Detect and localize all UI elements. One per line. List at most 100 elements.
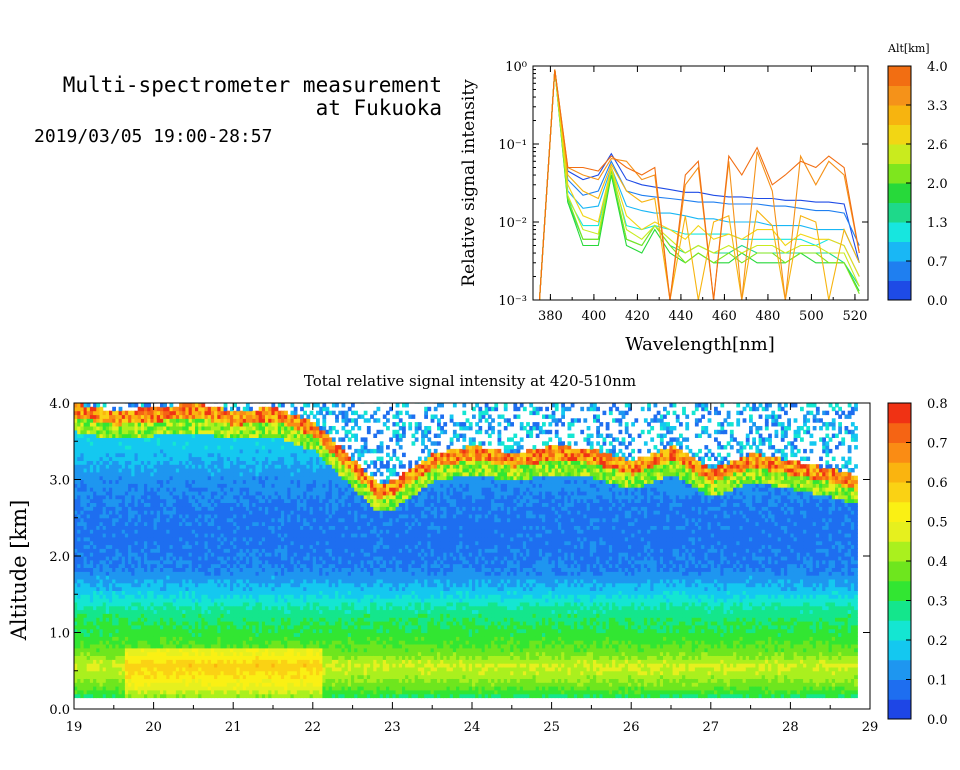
heatmap-cell — [140, 617, 145, 622]
altitude-colorbar-segment-11 — [888, 66, 911, 86]
heatmap-cell — [80, 406, 85, 412]
heatmap-cell — [134, 594, 139, 599]
heatmap-cell — [137, 456, 142, 461]
heatmap-cell — [131, 540, 136, 546]
heatmap-cell — [271, 403, 276, 408]
heatmap-cell — [109, 418, 113, 423]
heatmap-cell — [77, 655, 81, 660]
heatmap-cell — [137, 624, 142, 630]
heatmap-cell — [118, 670, 123, 676]
heatmap-cell — [134, 644, 139, 649]
heatmap-cell — [80, 636, 85, 641]
heatmap-cell — [128, 483, 132, 488]
heatmap-cell — [77, 598, 81, 603]
heatmap-cell — [96, 429, 101, 435]
heatmap-cell — [83, 605, 88, 611]
heatmap-cell — [144, 678, 148, 683]
heatmap-cell — [115, 567, 120, 572]
heatmap-cell — [128, 563, 132, 568]
heatmap-cell — [99, 575, 104, 580]
heatmap-cell — [89, 448, 94, 454]
heatmap-cell — [128, 678, 132, 683]
heatmap-cell — [93, 441, 97, 446]
heatmap-cell — [137, 491, 142, 496]
heatmap-cell — [89, 693, 94, 699]
heatmap-cell — [131, 506, 136, 511]
heatmap-cell — [118, 433, 123, 438]
heatmap-cell — [115, 586, 120, 591]
heatmap-cell — [124, 533, 129, 538]
heatmap-cell — [80, 686, 85, 691]
heatmap-cell — [115, 452, 120, 458]
heatmap-cell — [96, 644, 101, 649]
heatmap-cell — [118, 517, 123, 523]
heatmap-cell — [131, 494, 136, 500]
heatmap-cell — [124, 586, 129, 591]
heatmap-cell — [118, 494, 123, 500]
heatmap-cell — [134, 601, 139, 607]
heatmap-cell — [112, 556, 116, 561]
heatmap-cell — [131, 640, 136, 645]
heatmap-cell — [118, 468, 123, 473]
heatmap-cell — [245, 403, 250, 408]
heatmap-cell — [147, 594, 151, 599]
heatmap-cell — [112, 414, 116, 419]
heatmap-cell — [112, 693, 116, 699]
heatmap-cell — [140, 414, 145, 419]
heatmap-cell — [86, 670, 91, 676]
heatmap-cell — [86, 647, 91, 653]
heatmap-cell — [112, 663, 116, 668]
heatmap-cell — [144, 636, 148, 641]
heatmap-cell — [105, 624, 110, 630]
heatmap-cell — [134, 575, 139, 580]
heatmap-cell — [140, 460, 145, 465]
heatmap-cell — [102, 651, 107, 656]
heatmap-cell — [249, 406, 253, 412]
heatmap-cell — [109, 429, 113, 435]
heatmap-cell — [118, 533, 123, 538]
heatmap-cell — [118, 563, 123, 568]
heatmap-cell — [99, 666, 104, 672]
heatmap-cell — [105, 471, 110, 477]
heatmap-cell — [124, 563, 129, 568]
heatmap-cell — [131, 563, 136, 568]
spectrum-x-tick-label-4: 460 — [712, 309, 737, 324]
heatmap-cell — [83, 586, 88, 591]
heatmap-cell — [144, 533, 148, 538]
heatmap-cell — [150, 682, 155, 687]
heatmap-cell — [93, 686, 97, 691]
heatmap-cell — [134, 464, 139, 469]
heatmap-cell — [93, 617, 97, 622]
heatmap-cell — [99, 582, 104, 588]
heatmap-cell — [109, 552, 113, 557]
heatmap-cell — [96, 590, 101, 595]
heatmap-cell — [115, 445, 120, 450]
heatmap-cell — [147, 674, 151, 679]
heatmap-cell — [77, 468, 81, 473]
heatmap-cell — [118, 525, 123, 530]
heatmap-cell — [102, 460, 107, 465]
heatmap-cell — [137, 468, 142, 473]
heatmap-cell — [128, 651, 132, 656]
heatmap-cell — [89, 659, 94, 664]
heatmap-cell — [96, 525, 101, 530]
heatmap-cell — [147, 567, 151, 572]
heatmap-cell — [137, 475, 142, 481]
heatmap-cell — [83, 567, 88, 572]
heatmap-cell — [105, 582, 110, 588]
heatmap-cell — [74, 452, 78, 458]
heatmap-cell — [77, 533, 81, 538]
heatmap-cell — [86, 636, 91, 641]
heatmap-cell — [105, 502, 110, 507]
heatmap-cell — [77, 437, 81, 442]
heatmap-cell — [102, 464, 107, 469]
heatmap-cell — [121, 517, 126, 523]
heatmap-cell — [96, 628, 101, 634]
heatmap-cell — [77, 567, 81, 572]
heatmap-cell — [93, 655, 97, 660]
heatmap-cell — [86, 563, 91, 568]
heatmap-cell — [128, 548, 132, 553]
heatmap-title: Total relative signal intensity at 420-5… — [304, 372, 636, 390]
heatmap-cell — [112, 647, 116, 653]
heatmap-cell — [147, 640, 151, 645]
